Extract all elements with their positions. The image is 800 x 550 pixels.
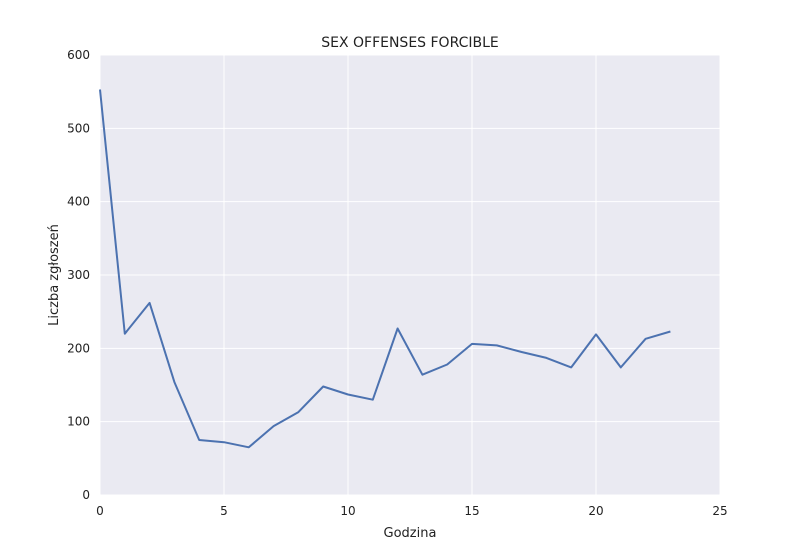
y-tick-label: 0	[82, 488, 90, 502]
x-tick-label: 5	[220, 504, 228, 518]
x-tick-label: 20	[588, 504, 603, 518]
x-tick-label: 0	[96, 504, 104, 518]
tick-labels: 0 5 10 15 20 25 0 100 200 300 400 500 600	[67, 48, 728, 518]
x-axis-label: Godzina	[384, 526, 437, 541]
series-line	[99, 89, 671, 449]
y-tick-label: 100	[67, 415, 90, 429]
y-tick-label: 600	[67, 48, 90, 62]
y-tick-label: 200	[67, 341, 90, 355]
series-layer	[99, 89, 671, 449]
x-tick-label: 10	[340, 504, 355, 518]
x-tick-label: 15	[464, 504, 479, 518]
grid-lines	[99, 54, 721, 496]
y-tick-label: 500	[67, 121, 90, 135]
chart-title: SEX OFFENSES FORCIBLE	[321, 35, 499, 51]
y-tick-label: 300	[67, 268, 90, 282]
x-tick-label: 25	[712, 504, 727, 518]
y-tick-label: 400	[67, 195, 90, 209]
y-axis-label: Liczba zgłoszeń	[47, 224, 62, 326]
